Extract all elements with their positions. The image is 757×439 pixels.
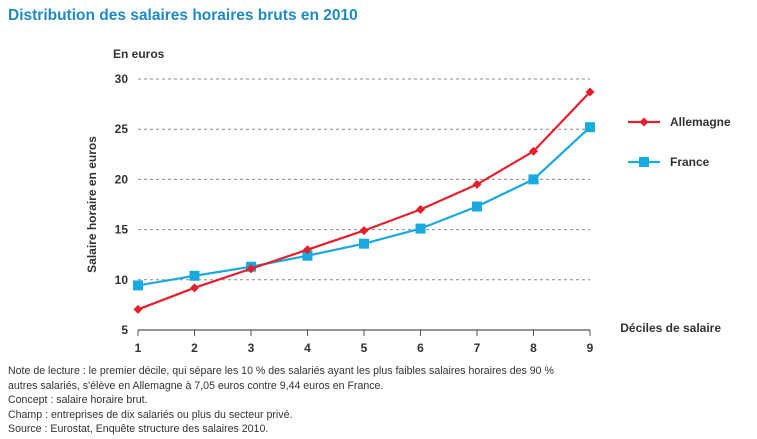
y-axis-label: Salaire horaire en euros [85, 136, 99, 273]
y-tick-label-10: 10 [115, 273, 129, 287]
x-tick-label-3: 3 [248, 341, 255, 355]
chart-notes: Note de lecture : le premier décile, qui… [8, 364, 688, 437]
series-line-france [137, 126, 591, 287]
point-allemagne-2 [190, 283, 199, 293]
point-france-1 [133, 280, 143, 291]
legend-label-allemagne: Allemagne [670, 115, 731, 129]
y-tick-label-25: 25 [115, 122, 129, 136]
point-france-4 [302, 250, 313, 261]
x-axis-label: Déciles de salaire [620, 321, 721, 335]
point-allemagne-5 [359, 226, 369, 236]
legend-marker-allemagne [639, 117, 649, 127]
note-concept: Concept : salaire horaire brut. [8, 394, 148, 407]
point-allemagne-8 [529, 146, 538, 156]
point-allemagne-6 [416, 205, 425, 215]
y-tick-label-20: 20 [115, 172, 129, 186]
x-tick-label-7: 7 [474, 341, 481, 355]
unit-label: En euros [113, 47, 165, 61]
point-france-5 [359, 238, 369, 249]
x-tick-label-6: 6 [417, 341, 424, 355]
point-allemagne-9 [585, 87, 595, 97]
point-france-9 [585, 122, 595, 133]
x-tick-label-2: 2 [191, 341, 198, 355]
x-tick-label-5: 5 [361, 341, 368, 355]
point-france-2 [189, 270, 200, 281]
note-lecture: Note de lecture : le premier décile, qui… [8, 365, 554, 392]
point-france-8 [528, 174, 539, 185]
y-tick-label-15: 15 [115, 223, 129, 237]
y-tick-label-30: 30 [115, 72, 129, 86]
legend-label-france: France [670, 155, 710, 169]
x-tick-label-8: 8 [530, 341, 537, 355]
x-tick-label-1: 1 [135, 341, 142, 355]
legend-marker-france [639, 157, 649, 167]
series-line-allemagne [137, 91, 591, 311]
point-france-7 [472, 201, 482, 212]
y-tick-label-5: 5 [121, 323, 128, 337]
note-champ: Champ : entreprises de dix salariés ou p… [8, 408, 293, 421]
point-france-6 [415, 223, 426, 234]
x-tick-label-4: 4 [304, 341, 311, 355]
point-allemagne-1 [133, 304, 143, 314]
point-allemagne-7 [472, 179, 482, 189]
line-chart: 5 10 15 20 25 30 1 2 3 4 5 6 7 8 9 En euros Salaire hora… [85, 47, 731, 355]
chart-title: Distribution des salaires horaires bruts… [8, 7, 358, 24]
point-allemagne-3 [246, 264, 256, 274]
point-allemagne-4 [303, 245, 312, 255]
note-source: Source : Eurostat, Enquête structure des… [8, 423, 269, 436]
x-tick-label-9: 9 [587, 341, 594, 355]
